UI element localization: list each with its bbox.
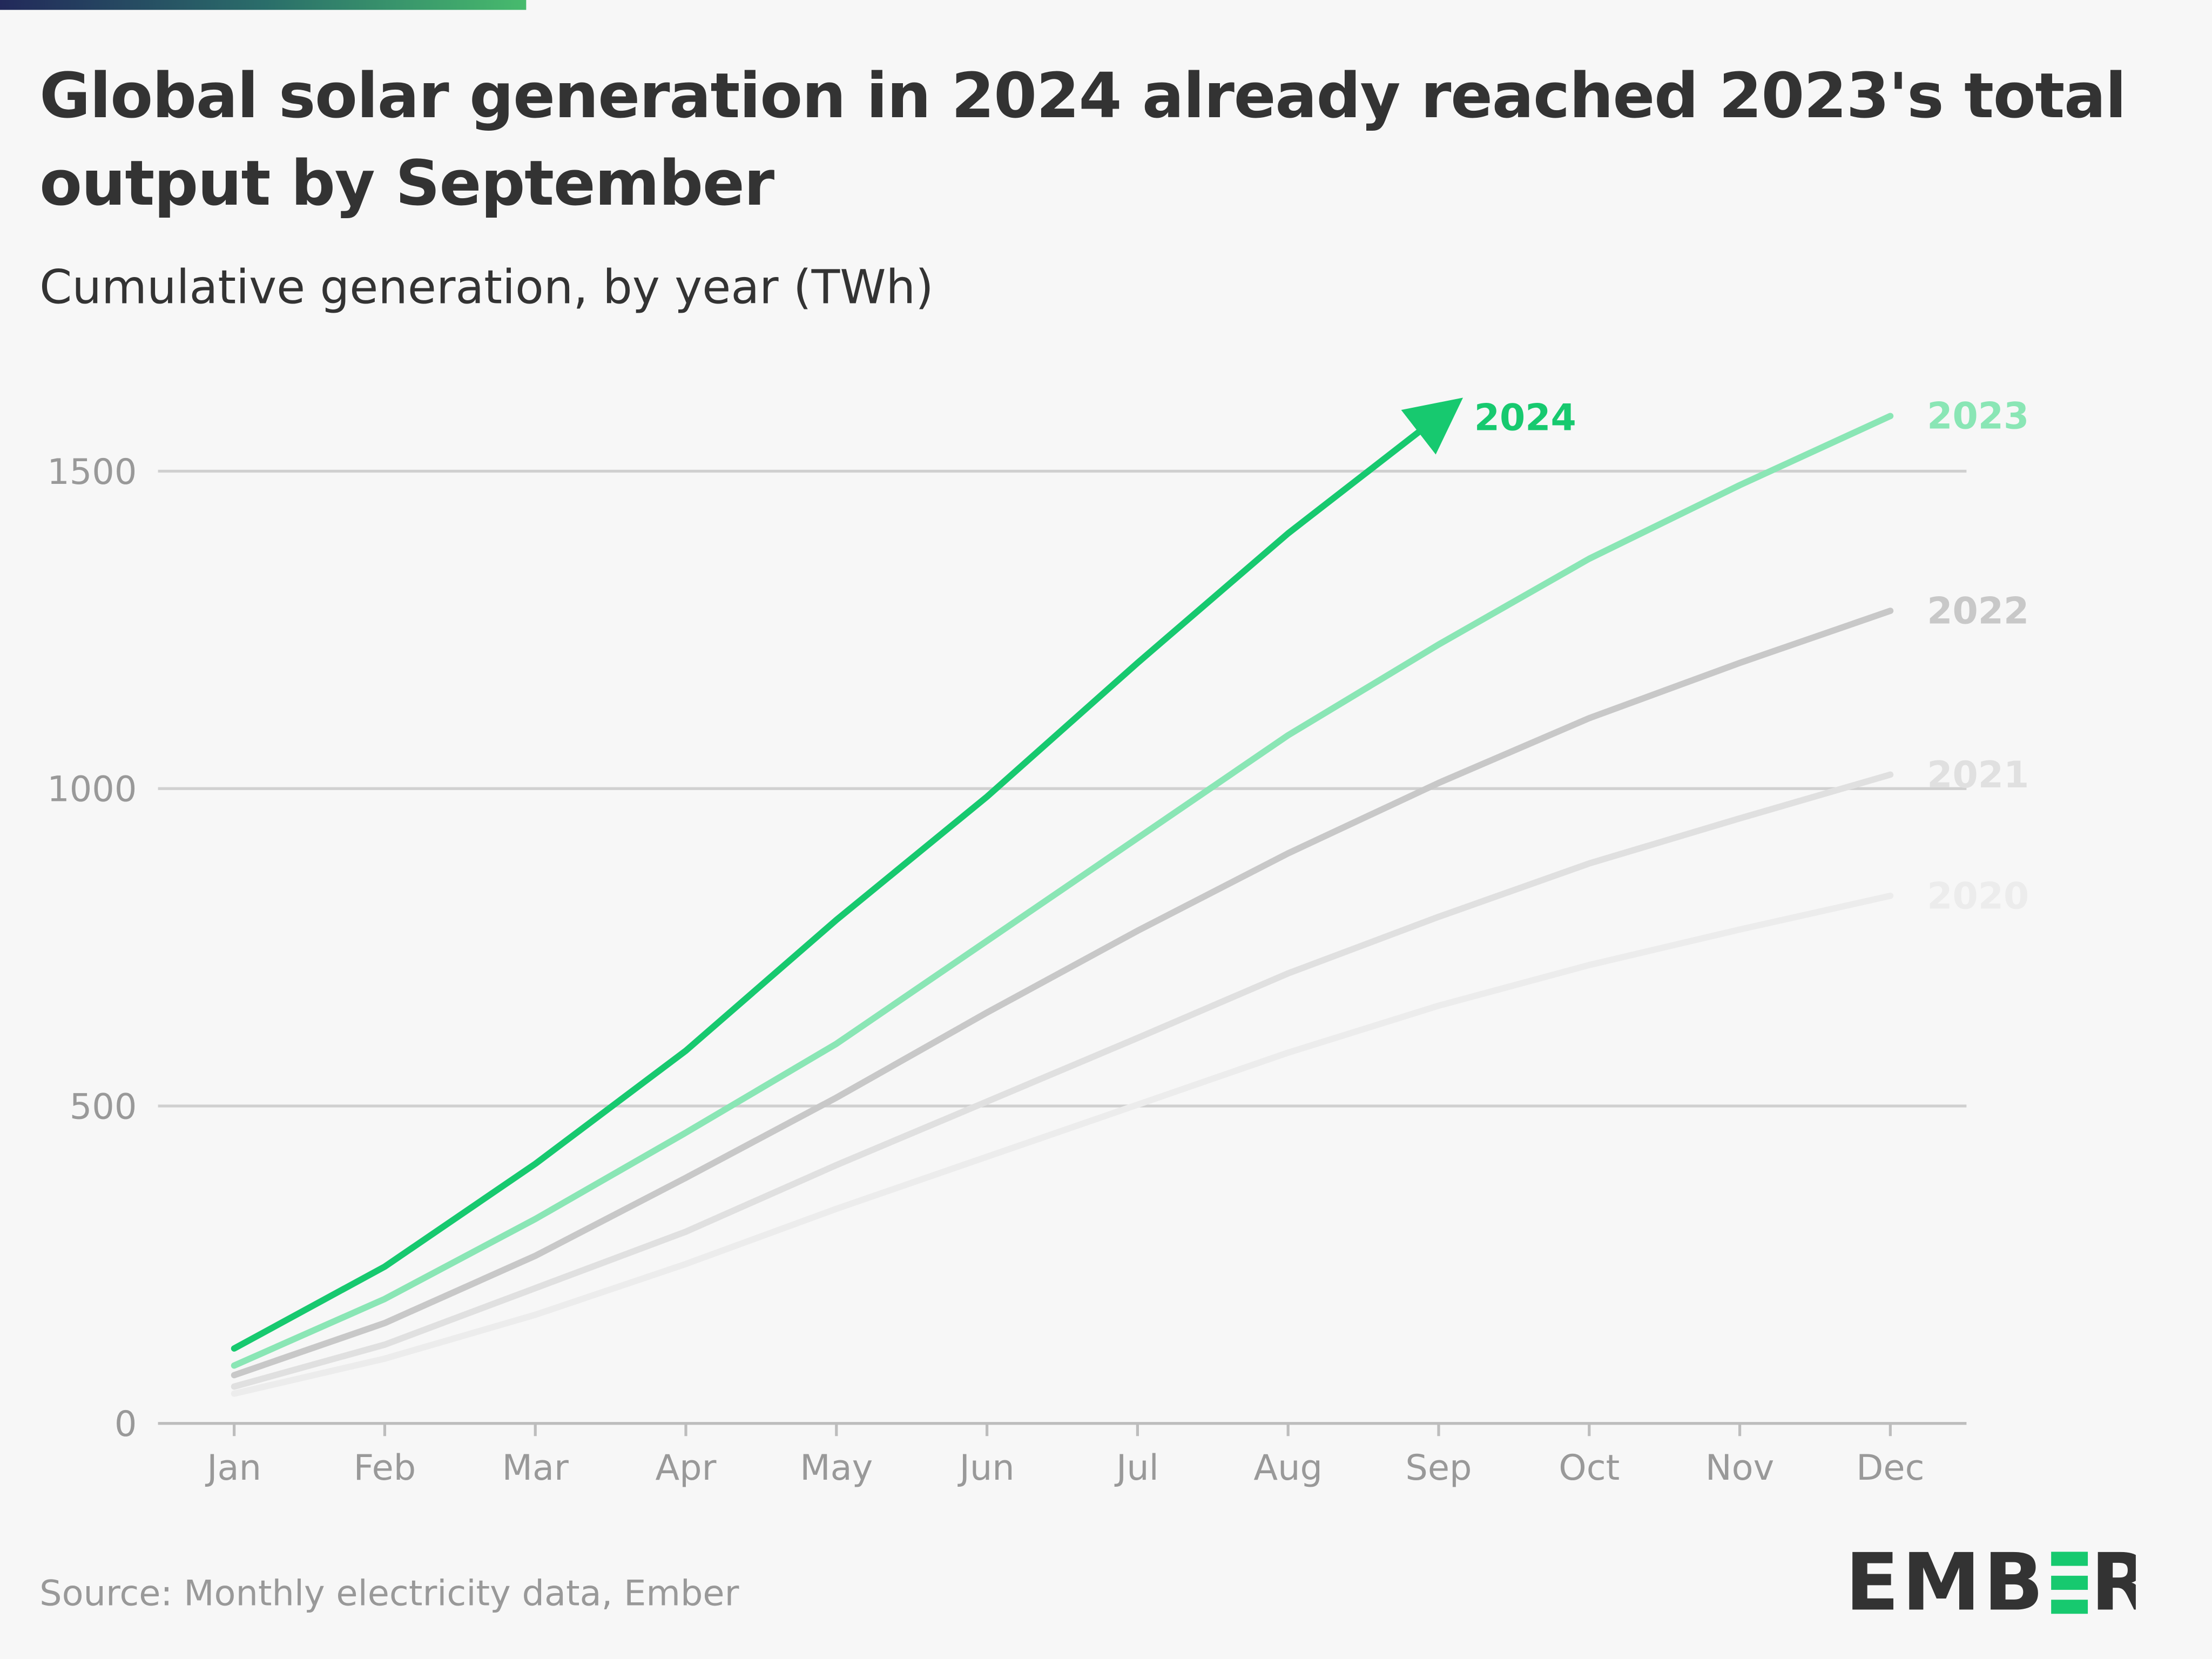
series-label-2024: 2024 (1474, 397, 1576, 440)
ember-logo-mark: EMB R (1845, 1537, 2152, 1629)
brand-gradient-bar (0, 0, 527, 10)
series-line-2020 (231, 892, 1894, 1397)
y-tick-label: 1500 (47, 451, 137, 493)
svg-text:R: R (2090, 1546, 2136, 1614)
x-tick-label: Nov (1705, 1447, 1774, 1488)
series-line-2022 (231, 608, 1894, 1379)
x-tick-label: Jul (1114, 1447, 1159, 1488)
series-label-2022: 2022 (1927, 590, 2029, 633)
ember-logo: EMB R (1845, 1537, 2152, 1629)
x-tick-label: Oct (1559, 1447, 1620, 1488)
x-tick-label: Sep (1405, 1447, 1472, 1488)
chart-title: Global solar generation in 2024 already … (39, 60, 2127, 220)
x-tick-label: Jun (957, 1447, 1015, 1488)
source-note: Source: Monthly electricity data, Ember (39, 1573, 739, 1614)
series-line-2023 (231, 413, 1894, 1369)
x-tick-label: Feb (354, 1447, 416, 1488)
y-tick-label: 1000 (47, 769, 137, 810)
x-tick-label: May (800, 1447, 873, 1488)
series-line-2021 (231, 771, 1894, 1390)
series-label-2020: 2020 (1927, 875, 2029, 918)
series-line-2024 (231, 397, 1464, 1352)
x-tick-label: Mar (502, 1447, 569, 1488)
y-tick-label: 0 (114, 1404, 137, 1445)
chart-subtitle: Cumulative generation, by year (TWh) (39, 259, 934, 315)
series-label-2023: 2023 (1927, 395, 2029, 438)
series-label-2021: 2021 (1927, 754, 2029, 797)
x-tick-label: Jan (205, 1447, 261, 1488)
x-tick-label: Aug (1253, 1447, 1323, 1488)
svg-text:EMB: EMB (1845, 1546, 2047, 1614)
x-tick-label: Apr (656, 1447, 717, 1488)
y-tick-label: 500 (70, 1086, 137, 1127)
x-tick-label: Dec (1856, 1447, 1924, 1488)
